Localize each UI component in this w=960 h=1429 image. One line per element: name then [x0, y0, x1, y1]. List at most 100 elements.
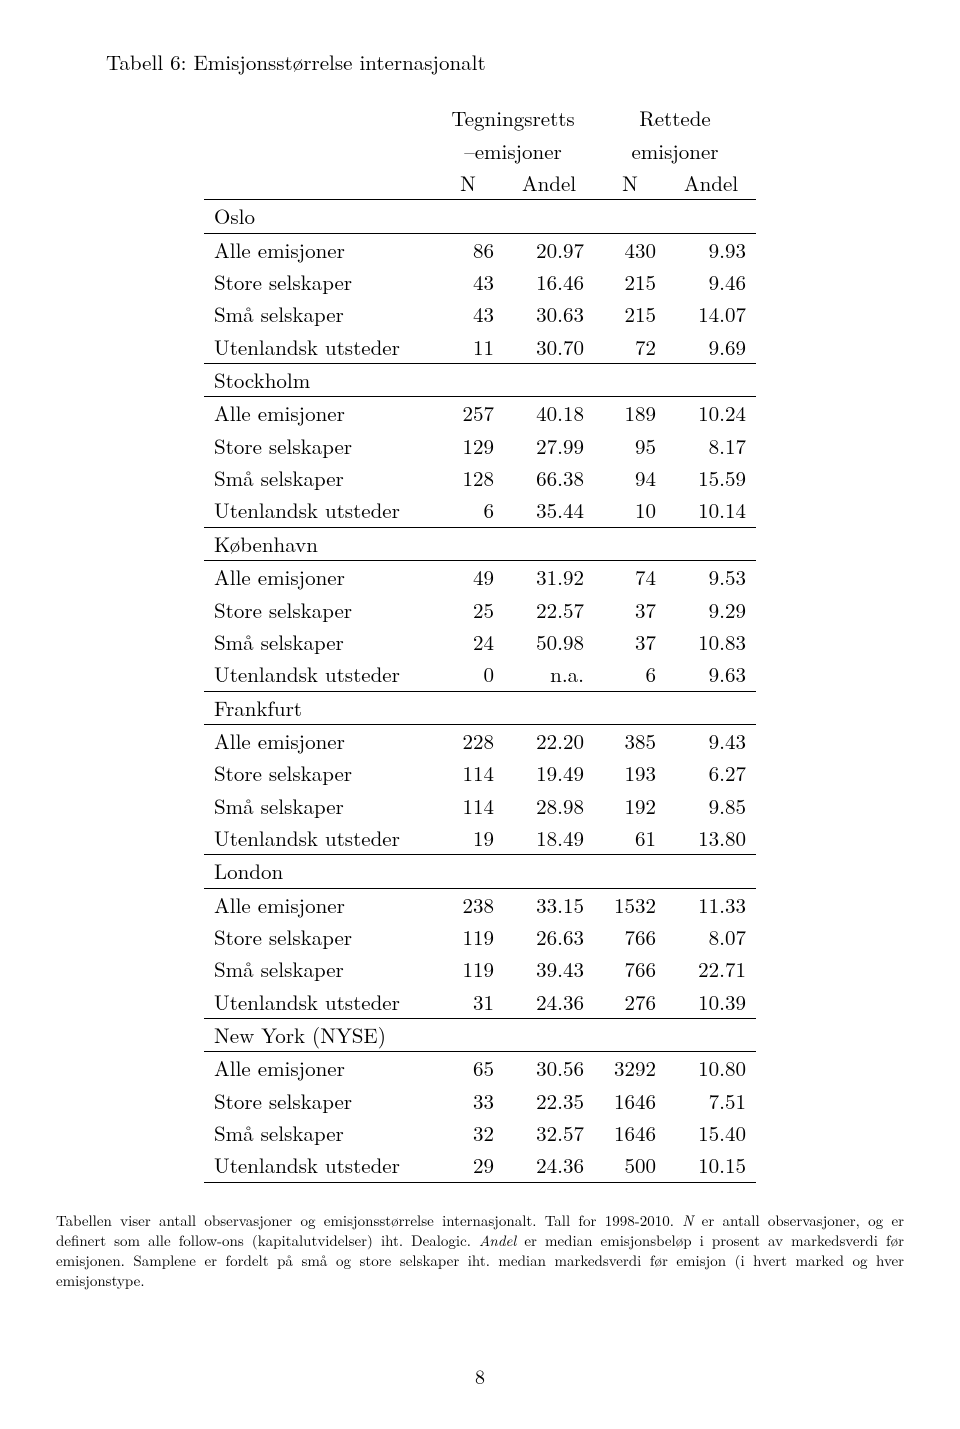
- cell: 66.38: [504, 462, 594, 494]
- row-label: Små selskaper: [204, 462, 432, 494]
- cell: 276: [594, 986, 666, 1019]
- cell: 193: [594, 757, 666, 789]
- cell: 22.35: [504, 1085, 594, 1117]
- row-label: Utenlandsk utsteder: [204, 331, 432, 364]
- cell: 9.43: [666, 724, 756, 757]
- row-label: Små selskaper: [204, 626, 432, 658]
- cell: 31.92: [504, 561, 594, 594]
- page-number: 8: [56, 1362, 904, 1389]
- cell: 28.98: [504, 790, 594, 822]
- cell: 94: [594, 462, 666, 494]
- cell: 129: [432, 430, 504, 462]
- table-caption: Tabell 6: Emisjonsstørrelse internasjona…: [106, 48, 904, 76]
- col-n1: N: [432, 167, 504, 200]
- cell: 9.93: [666, 233, 756, 266]
- row-label: Små selskaper: [204, 953, 432, 985]
- cell: 32.57: [504, 1117, 594, 1149]
- section-header: New York (NYSE): [204, 1018, 432, 1051]
- cell: 10.83: [666, 626, 756, 658]
- cell: 385: [594, 724, 666, 757]
- row-label: Alle emisjoner: [204, 233, 432, 266]
- cell: 20.97: [504, 233, 594, 266]
- cell: 18.49: [504, 822, 594, 855]
- cell: 32: [432, 1117, 504, 1149]
- row-label: Store selskaper: [204, 921, 432, 953]
- cell: 22.57: [504, 594, 594, 626]
- cell: 39.43: [504, 953, 594, 985]
- cell: 9.53: [666, 561, 756, 594]
- row-label: Utenlandsk utsteder: [204, 494, 432, 527]
- cell: 40.18: [504, 397, 594, 430]
- cell: 10.80: [666, 1052, 756, 1085]
- cell: 228: [432, 724, 504, 757]
- cell: 24.36: [504, 1149, 594, 1182]
- cell: 430: [594, 233, 666, 266]
- cell: 10.14: [666, 494, 756, 527]
- cell: 9.69: [666, 331, 756, 364]
- cell: 15.59: [666, 462, 756, 494]
- cell: 114: [432, 790, 504, 822]
- cell: 86: [432, 233, 504, 266]
- section-header: Stockholm: [204, 364, 432, 397]
- table-footnote: Tabellen viser antall observasjoner og e…: [56, 1211, 904, 1292]
- row-label: Alle emisjoner: [204, 888, 432, 921]
- cell: 19.49: [504, 757, 594, 789]
- row-label: Alle emisjoner: [204, 724, 432, 757]
- cell: 6.27: [666, 757, 756, 789]
- cell: 33: [432, 1085, 504, 1117]
- section-header: Oslo: [204, 200, 432, 233]
- row-label: Utenlandsk utsteder: [204, 986, 432, 1019]
- row-label: Små selskaper: [204, 790, 432, 822]
- section-header: London: [204, 855, 432, 888]
- cell: 1532: [594, 888, 666, 921]
- cell: 43: [432, 298, 504, 330]
- row-label: Store selskaper: [204, 266, 432, 298]
- cell: 72: [594, 331, 666, 364]
- cell: 1646: [594, 1117, 666, 1149]
- cell: 61: [594, 822, 666, 855]
- cell: n.a.: [504, 658, 594, 691]
- section-header: Frankfurt: [204, 691, 432, 724]
- cell: 766: [594, 953, 666, 985]
- row-label: Utenlandsk utsteder: [204, 822, 432, 855]
- cell: 65: [432, 1052, 504, 1085]
- cell: 189: [594, 397, 666, 430]
- row-label: Alle emisjoner: [204, 561, 432, 594]
- cell: 9.63: [666, 658, 756, 691]
- cell: 257: [432, 397, 504, 430]
- cell: 26.63: [504, 921, 594, 953]
- cell: 11: [432, 331, 504, 364]
- row-label: Alle emisjoner: [204, 397, 432, 430]
- cell: 500: [594, 1149, 666, 1182]
- cell: 37: [594, 626, 666, 658]
- cell: 8.07: [666, 921, 756, 953]
- cell: 30.63: [504, 298, 594, 330]
- emissions-table: Tegningsretts Rettede –emisjoner emisjon…: [204, 100, 756, 1182]
- cell: 43: [432, 266, 504, 298]
- cell: 95: [594, 430, 666, 462]
- cell: 119: [432, 921, 504, 953]
- cell: 6: [432, 494, 504, 527]
- cell: 766: [594, 921, 666, 953]
- row-label: Store selskaper: [204, 594, 432, 626]
- cell: 10: [594, 494, 666, 527]
- cell: 11.33: [666, 888, 756, 921]
- cell: 215: [594, 266, 666, 298]
- cell: 9.46: [666, 266, 756, 298]
- section-header: København: [204, 527, 432, 560]
- row-label: Utenlandsk utsteder: [204, 1149, 432, 1182]
- col-group-rettede: Rettede: [594, 100, 756, 134]
- cell: 35.44: [504, 494, 594, 527]
- cell: 15.40: [666, 1117, 756, 1149]
- cell: 14.07: [666, 298, 756, 330]
- col-andel1: Andel: [504, 167, 594, 200]
- row-label: Store selskaper: [204, 757, 432, 789]
- cell: 33.15: [504, 888, 594, 921]
- cell: 192: [594, 790, 666, 822]
- row-label: Utenlandsk utsteder: [204, 658, 432, 691]
- cell: 6: [594, 658, 666, 691]
- cell: 7.51: [666, 1085, 756, 1117]
- row-label: Små selskaper: [204, 1117, 432, 1149]
- cell: 19: [432, 822, 504, 855]
- row-label: Alle emisjoner: [204, 1052, 432, 1085]
